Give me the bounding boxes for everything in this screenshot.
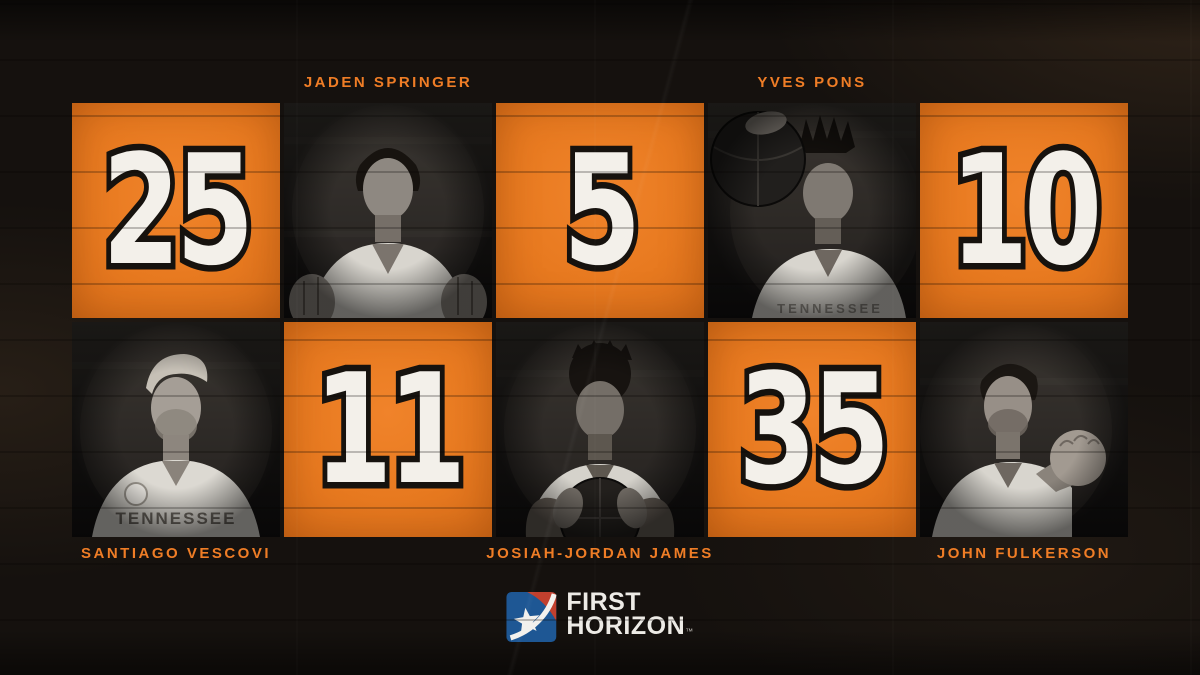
- first-horizon-flag-icon: [506, 592, 557, 642]
- number-tile-10: 10 10: [920, 103, 1128, 318]
- first-horizon-logo: FIRST HORIZON™: [506, 590, 693, 644]
- number-tile-11: 11 11: [284, 322, 492, 537]
- jersey-number-outline: 35: [733, 340, 895, 518]
- jersey-number-text: 10: [950, 121, 1102, 299]
- player-name-jaden-springer: JADEN SPRINGER: [303, 74, 473, 91]
- jersey-number-outline: 10: [945, 121, 1107, 299]
- yves-pons-portrait: TENNESSEE: [708, 103, 916, 318]
- player-photo-yves-pons: TENNESSEE: [708, 103, 916, 318]
- number-tile-25: 25 25: [72, 103, 280, 318]
- player-photo-john-fulkerson: [920, 322, 1128, 537]
- jersey-number-35: 35 35: [733, 322, 895, 537]
- number-tile-35: 35 35: [708, 322, 916, 537]
- santiago-vescovi-portrait: TENNESSEE: [72, 322, 280, 537]
- jersey-number-text: 5: [563, 121, 641, 299]
- player-name-john-fulkerson: JOHN FULKERSON: [936, 545, 1112, 562]
- jersey-number-text: 11: [314, 340, 466, 518]
- jersey-number-25: 25 25: [97, 103, 259, 318]
- player-name-josiah-jordan-james: JOSIAH-JORDAN JAMES: [486, 545, 714, 562]
- jersey-number-10: 10 10: [945, 103, 1107, 318]
- brand-wordmark: FIRST HORIZON™: [566, 590, 693, 644]
- jaden-springer-portrait: [284, 103, 492, 318]
- jersey-number-outline: 25: [97, 121, 259, 299]
- john-fulkerson-portrait: [920, 322, 1128, 537]
- player-photo-jaden-springer: [284, 103, 492, 318]
- player-name-yves-pons: YVES PONS: [757, 74, 867, 91]
- jersey-number-outline: 5: [558, 121, 646, 299]
- josiah-jordan-james-portrait: [496, 322, 704, 537]
- jersey-number-text: 25: [102, 121, 254, 299]
- player-photo-santiago-vescovi: TENNESSEE: [72, 322, 280, 537]
- trademark-symbol: ™: [685, 627, 694, 636]
- player-name-santiago-vescovi: SANTIAGO VESCOVI: [80, 545, 272, 562]
- jersey-number-11: 11 11: [309, 322, 471, 537]
- jersey-number-outline: 11: [309, 340, 471, 518]
- player-number-grid: 25 25 5 5: [72, 103, 1128, 537]
- jersey-number-text: 35: [738, 340, 890, 518]
- brand-line-1: FIRST: [566, 588, 642, 616]
- number-tile-5: 5 5: [496, 103, 704, 318]
- player-photo-josiah-jordan-james: [496, 322, 704, 537]
- brand-line-2: HORIZON™: [566, 612, 694, 640]
- jersey-number-5: 5 5: [523, 103, 677, 318]
